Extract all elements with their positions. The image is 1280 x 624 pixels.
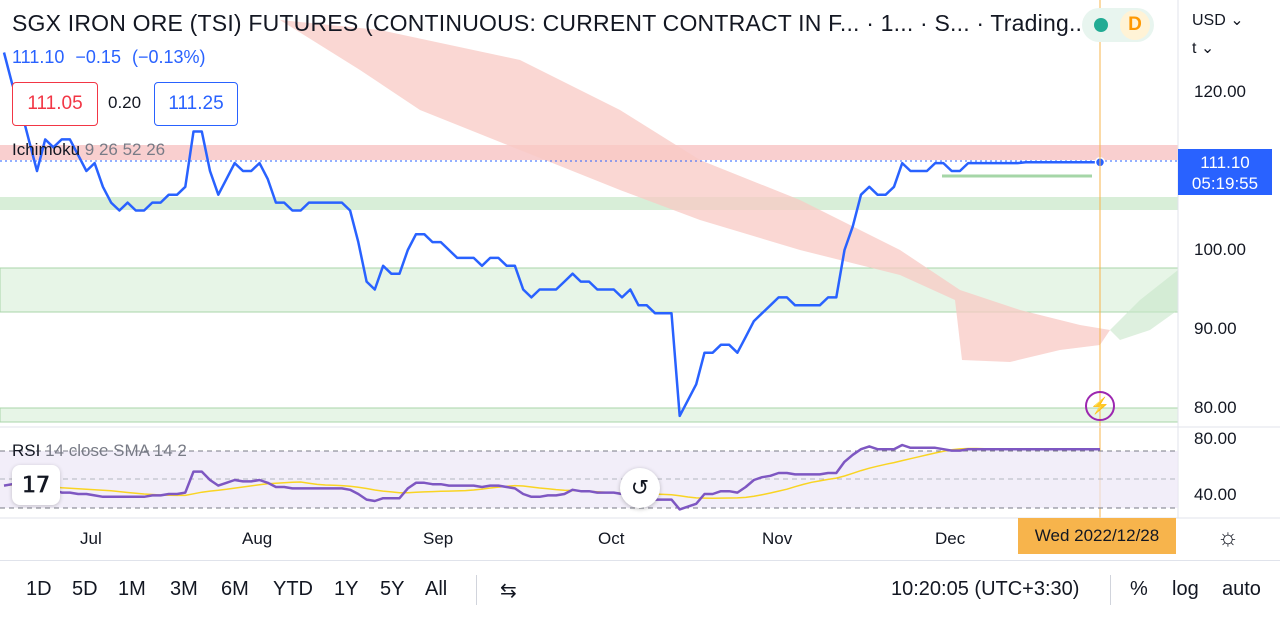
unit-selector[interactable]: t ⌄ (1192, 38, 1214, 58)
price-axis-label: 100.00 (1194, 240, 1246, 259)
sell-button[interactable]: 111.05 (12, 82, 98, 126)
symbol-title[interactable]: SGX IRON ORE (TSI) FUTURES (CONTINUOUS: … (12, 10, 1089, 36)
time-axis-month: Dec (935, 529, 966, 548)
market-open-icon (1094, 18, 1108, 32)
rsi-ma-line (3, 447, 1100, 499)
rsi-axis-label: 80.00 (1194, 429, 1237, 448)
chevron-down-icon: ⌄ (1200, 40, 1215, 57)
settings-icon[interactable]: ☼ (1217, 524, 1239, 551)
support-band-upper (0, 197, 1178, 210)
price-change-percent: (−0.13%) (131, 47, 206, 67)
time-axis-month: Oct (598, 529, 625, 548)
time-axis-month: Aug (242, 529, 273, 548)
time-axis-month: Sep (423, 529, 454, 548)
timezone-clock[interactable]: 10:20:05 (UTC+3:30) (891, 578, 1080, 600)
buy-button[interactable]: 111.25 (154, 82, 238, 126)
support-band-lower (0, 407, 1179, 423)
range-6m-button[interactable]: 6M (221, 578, 249, 600)
market-status[interactable]: D (1082, 8, 1154, 42)
price-axis-label: 80.00 (1194, 398, 1237, 417)
ichimoku-name: Ichimoku (12, 140, 81, 159)
currency-selector[interactable]: USD ⌄ (1192, 10, 1244, 30)
ichimoku-params: 9 26 52 26 (84, 140, 166, 159)
chevron-down-icon: ⌄ (1230, 12, 1244, 29)
compare-icon[interactable]: ⇆ (500, 580, 517, 602)
bolt-icon[interactable]: ⚡ (1085, 391, 1115, 421)
price-change: −0.15 (75, 47, 121, 67)
price-axis-label: 90.00 (1194, 319, 1237, 338)
log-toggle[interactable]: log (1172, 578, 1199, 600)
price-axis-label: 120.00 (1194, 82, 1246, 101)
rsi-line (3, 443, 1100, 511)
last-price-tag-value: 111.10 (1200, 153, 1250, 172)
ichimoku-legend[interactable]: Ichimoku 9 26 52 26 (12, 140, 165, 160)
rsi-series (3, 443, 1100, 511)
support-resistance-bands (0, 145, 1179, 423)
spread-value: 0.20 (108, 93, 142, 112)
crosshair-date-tag: Wed 2022/12/28 (1018, 518, 1176, 554)
range-3m-button[interactable]: 3M (170, 578, 198, 600)
price-line (2, 52, 1100, 418)
range-ytd-button[interactable]: YTD (273, 578, 313, 600)
range-1d-button[interactable]: 1D (26, 578, 52, 600)
tradingview-logo-icon[interactable]: 𝟣𝟩 (12, 465, 60, 505)
ichimoku-cloud-bullish (1110, 270, 1178, 340)
last-price-tag: 111.10 05:19:55 (1178, 149, 1272, 195)
delayed-data-badge[interactable]: D (1120, 10, 1150, 40)
chart-canvas[interactable] (0, 0, 1280, 560)
time-axis-month: Nov (762, 529, 793, 548)
last-price: 111.10 (12, 47, 65, 67)
auto-toggle[interactable]: auto (1222, 578, 1261, 600)
toolbar-divider (1110, 575, 1111, 605)
bottom-toolbar: 1D 5D 1M 3M 6M YTD 1Y 5Y All ⇆ 10:20:05 … (0, 560, 1280, 624)
range-1y-button[interactable]: 1Y (334, 578, 359, 600)
range-5y-button[interactable]: 5Y (380, 578, 405, 600)
rsi-params: 14 close SMA 14 2 (45, 441, 187, 460)
range-1m-button[interactable]: 1M (118, 578, 146, 600)
range-5d-button[interactable]: 5D (72, 578, 98, 600)
reset-icon[interactable]: ↺ (620, 468, 660, 508)
bar-countdown: 05:19:55 (1191, 174, 1259, 193)
unit-label: t (1192, 40, 1197, 57)
ichimoku-cloud-bearish (280, 20, 1110, 362)
currency-label: USD (1192, 12, 1226, 29)
rsi-name: RSI (12, 441, 41, 460)
time-axis-month: Jul (80, 529, 102, 548)
rsi-legend[interactable]: RSI 14 close SMA 14 2 (12, 441, 187, 461)
percent-toggle[interactable]: % (1130, 578, 1148, 600)
range-all-button[interactable]: All (425, 578, 448, 600)
rsi-axis-label: 40.00 (1194, 485, 1237, 504)
price-readout: 111.10 −0.15 (−0.13%) (12, 47, 212, 68)
toolbar-divider (476, 575, 477, 605)
